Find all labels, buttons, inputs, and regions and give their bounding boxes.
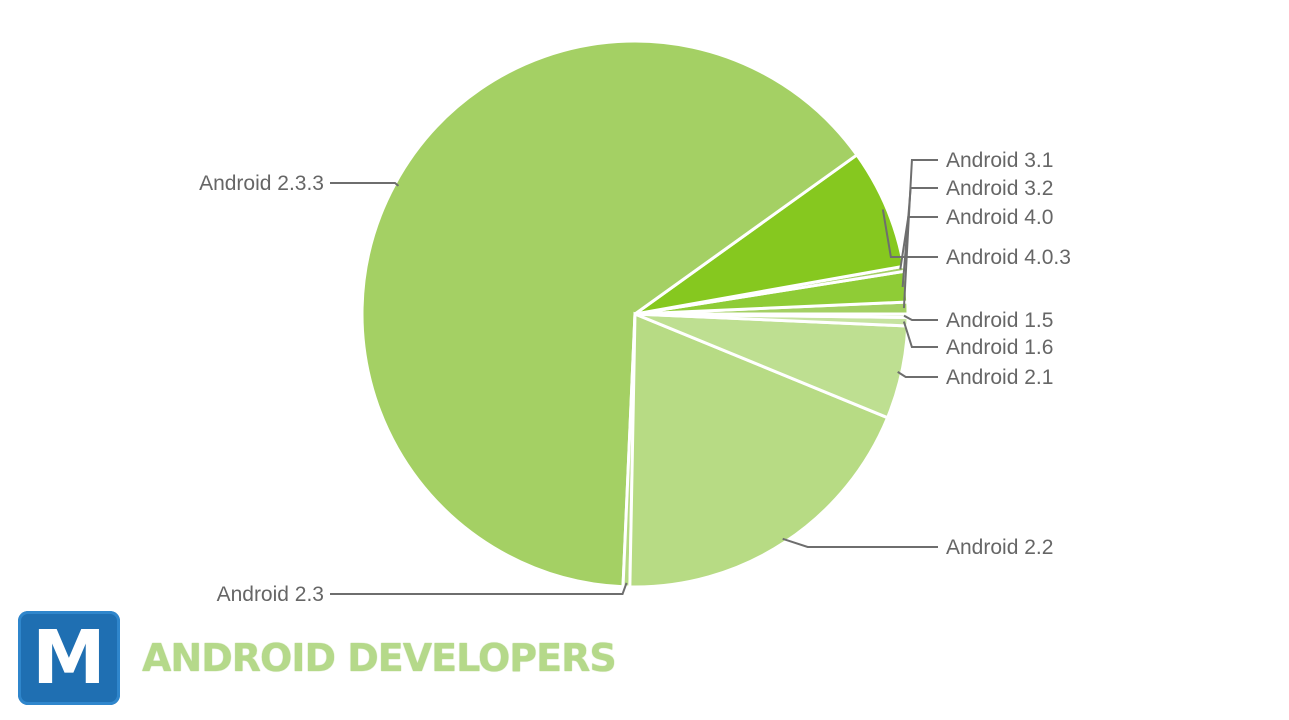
slice-label-android-3-2: Android 3.2: [946, 177, 1053, 200]
slice-label-android-2-3-3: Android 2.3.3: [199, 172, 324, 195]
leader-line-android-3-1: [902, 159, 938, 309]
leader-line-android-2-1: [897, 371, 938, 378]
slice-label-android-1-5: Android 1.5: [946, 309, 1053, 332]
pie-slice-android-4-0-3: [634, 152, 906, 316]
slice-label-android-4-0: Android 4.0: [946, 206, 1053, 229]
leader-line-android-2-2: [782, 537, 938, 548]
slice-label-android-2-2: Android 2.2: [946, 536, 1053, 559]
leader-line-android-1-6: [902, 321, 938, 348]
slice-label-android-1-6: Android 1.6: [946, 336, 1053, 359]
slice-label-android-2-3: Android 2.3: [217, 583, 324, 606]
pie-slice-android-2-2: [628, 311, 890, 589]
brand-text: ANDROID DEVELOPERS: [142, 636, 617, 680]
slice-label-android-4-0-3: Android 4.0.3: [946, 246, 1071, 269]
leader-line-android-4-0: [899, 216, 938, 270]
brand-watermark: M ANDROID DEVELOPERS: [18, 610, 617, 706]
leader-line-android-3-2: [901, 187, 938, 288]
logo-letter: M: [32, 615, 106, 701]
mashable-logo: M: [18, 611, 120, 705]
leader-line-android-1-5: [903, 314, 938, 321]
slice-label-android-3-1: Android 3.1: [946, 149, 1053, 172]
slice-label-android-2-1: Android 2.1: [946, 366, 1053, 389]
leader-line-android-2-3-3: [330, 182, 400, 187]
pie-labels: Android 3.1 Android 3.2 Android 4.0 Android…: [199, 149, 1071, 606]
pie-slices: [360, 39, 910, 589]
leader-line-android-2-3: [330, 582, 628, 595]
leader-line-android-4-0-3: [881, 209, 938, 258]
